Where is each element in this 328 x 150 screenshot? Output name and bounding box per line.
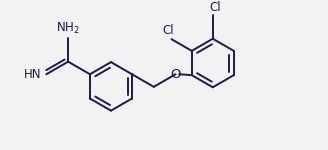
Text: Cl: Cl: [162, 24, 174, 37]
Text: HN: HN: [24, 68, 41, 81]
Text: O: O: [170, 68, 181, 81]
Text: Cl: Cl: [210, 1, 221, 13]
Text: NH$_2$: NH$_2$: [56, 21, 80, 36]
